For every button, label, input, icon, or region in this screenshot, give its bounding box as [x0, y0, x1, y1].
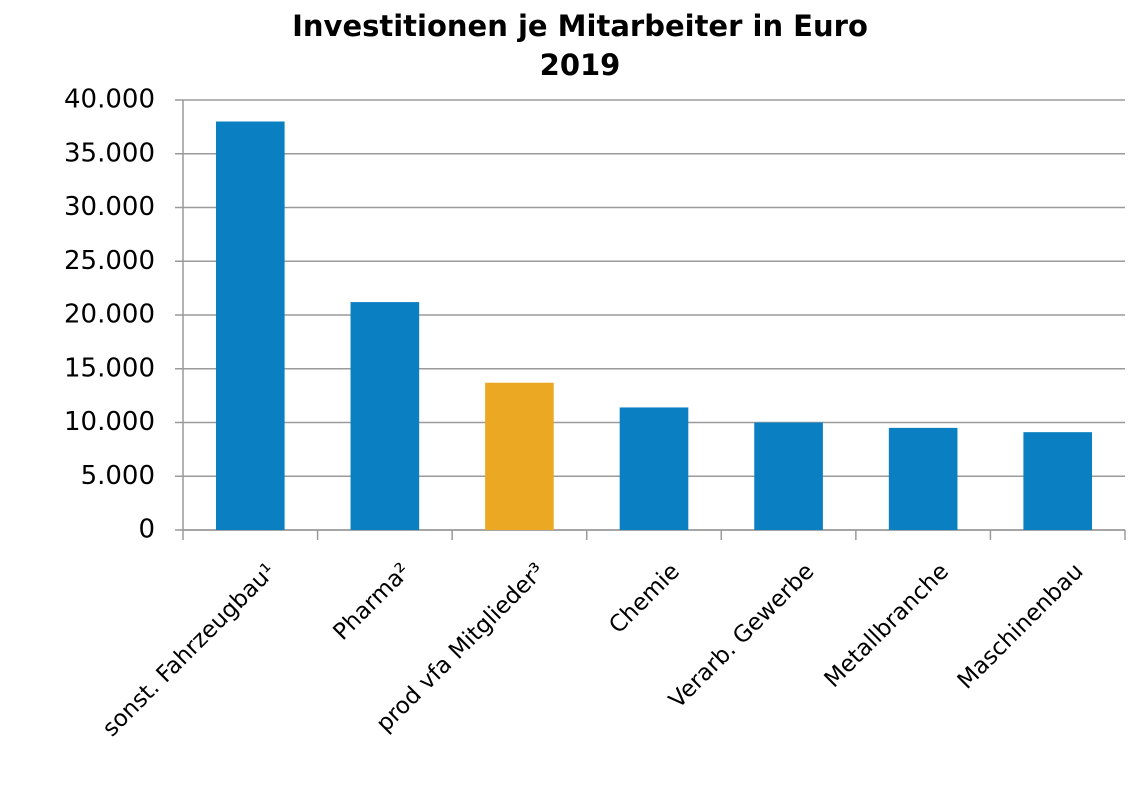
y-tick-label: 30.000: [64, 192, 155, 222]
x-tick-label: Maschinenbau: [953, 558, 1089, 694]
y-tick-label: 0: [138, 515, 155, 545]
y-tick-label: 25.000: [64, 246, 155, 276]
x-tick-label: Metallbranche: [820, 558, 954, 692]
chart-title: Investitionen je Mitarbeiter in Euro: [292, 9, 868, 43]
bar: [754, 422, 823, 530]
bar: [1023, 432, 1093, 530]
x-tick-label: Verarb. Gewerbe: [664, 558, 819, 713]
x-tick-label: Chemie: [604, 558, 684, 638]
y-tick-label: 40.000: [64, 85, 155, 115]
y-tick-label: 20.000: [64, 300, 155, 330]
y-tick-label: 5.000: [81, 461, 155, 491]
x-tick-label: Pharma²: [329, 558, 416, 645]
y-tick-label: 10.000: [64, 407, 155, 437]
bar: [350, 302, 420, 530]
y-tick-label: 15.000: [64, 353, 155, 383]
chart-subtitle: 2019: [540, 48, 621, 82]
bar: [619, 407, 689, 530]
bar: [485, 382, 554, 530]
x-tick-label: sonst. Fahrzeugbau¹: [98, 558, 281, 741]
y-tick-label: 35.000: [64, 138, 155, 168]
bar: [215, 121, 285, 530]
bar: [888, 427, 958, 530]
